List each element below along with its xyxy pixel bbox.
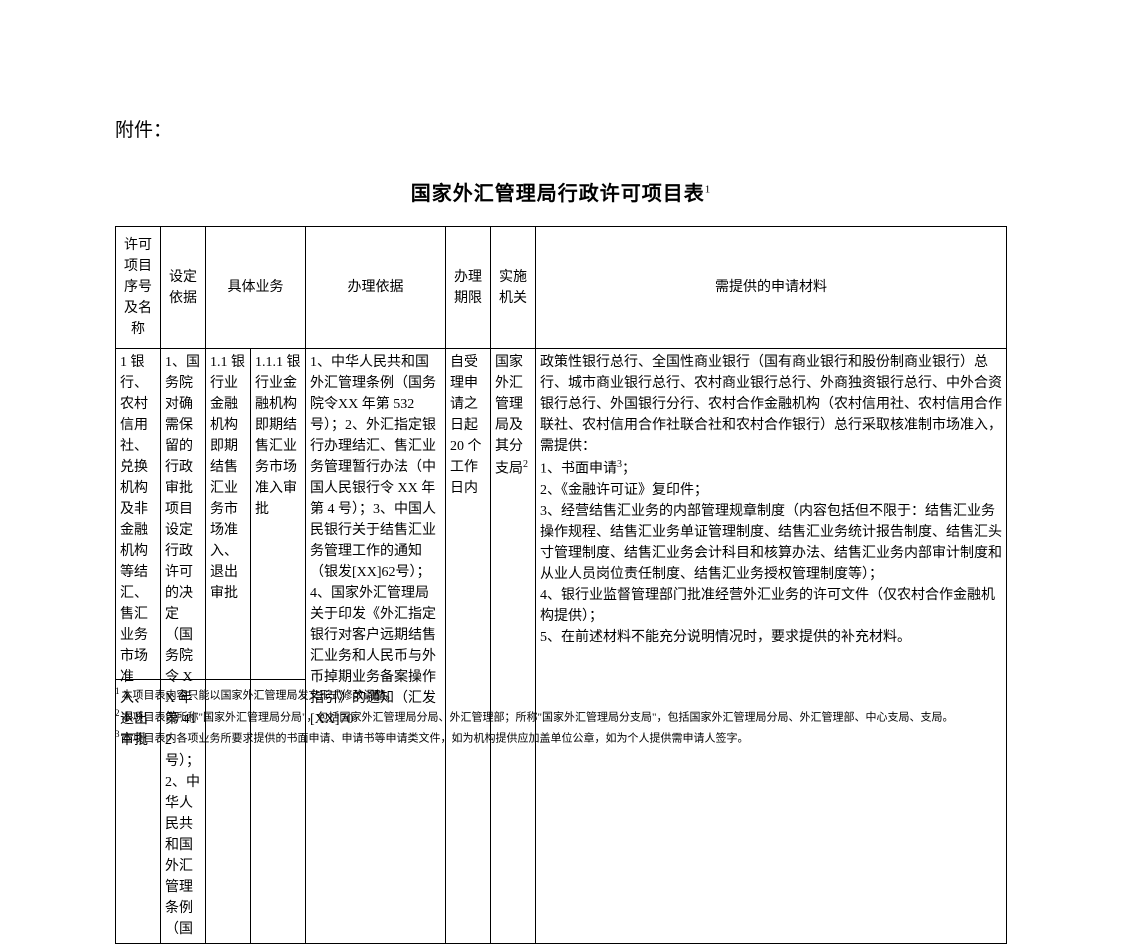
header-materials: 需提供的申请材料 — [536, 227, 1007, 349]
cell-agency-text: 国家外汇管理局及其分支局 — [495, 355, 523, 477]
footnotes-section: 1本项目表内容只能以国家外汇管理局发文形式修改调整。 2本项目表内所称"国家外汇… — [115, 679, 1007, 748]
header-basis: 设定依据 — [161, 227, 206, 349]
cell-agency-content: 国家外汇管理局及其分支局2 — [495, 352, 531, 940]
cell-seq: 1 银行、农村信用社、兑换机构及非金融机构等结汇、售汇业务市场准入、退出审批 — [116, 349, 161, 944]
materials-item-1: 1、书面申请3； — [540, 457, 1002, 480]
materials-item-2: 2、《金融许可证》复印件； — [540, 480, 1002, 501]
table-header-row: 许可项目序号及名称 设定依据 具体业务 办理依据 办理期限 实施机关 需提供的申… — [116, 227, 1007, 349]
footnote-2-text: 本项目表内所称"国家外汇管理局分局"，包括国家外汇管理局分局、外汇管理部；所称"… — [122, 711, 954, 723]
footnote-2: 2本项目表内所称"国家外汇管理局分局"，包括国家外汇管理局分局、外汇管理部；所称… — [115, 706, 1007, 727]
footnote-2-mark: 2 — [115, 708, 120, 718]
attachment-label: 附件： — [115, 115, 1007, 142]
materials-item-1-pre: 1、书面申请 — [540, 462, 617, 477]
cell-agency-footnote-mark: 2 — [523, 459, 528, 470]
cell-basis: 1、国务院对确需保留的行政审批项目设定行政许可的决定（国务院令 XX 年第 41… — [161, 349, 206, 944]
cell-deadline: 自受理申请之日起 20 个工作日内 — [446, 349, 491, 944]
title-footnote-mark: 1 — [705, 183, 712, 195]
materials-item-4: 4、银行业监督管理部门批准经营外汇业务的许可文件（仅农村合作金融机构提供）； — [540, 585, 1002, 627]
header-seq: 许可项目序号及名称 — [116, 227, 161, 349]
cell-seq-text: 1 银行、农村信用社、兑换机构及非金融机构等结汇、售汇业务市场准入、退出审批 — [120, 352, 156, 940]
cell-biz-b: 1.1.1 银行业金融机构即期结售汇业务市场准入审批 — [251, 349, 306, 944]
page-content: 附件： 国家外汇管理局行政许可项目表1 许可项目序号及名称 设定依据 具体业务 … — [115, 115, 1007, 944]
cell-materials-content: 政策性银行总行、全国性商业银行（国有商业银行和股份制商业银行）总行、城市商业银行… — [540, 352, 1002, 940]
cell-agency: 国家外汇管理局及其分支局2 — [491, 349, 536, 944]
materials-intro: 政策性银行总行、全国性商业银行（国有商业银行和股份制商业银行）总行、城市商业银行… — [540, 352, 1002, 457]
cell-handle-basis: 1、中华人民共和国外汇管理条例（国务院令XX 年第 532 号）；2、外汇指定银… — [306, 349, 446, 944]
header-agency: 实施机关 — [491, 227, 536, 349]
header-handle-basis: 办理依据 — [306, 227, 446, 349]
table-row: 1 银行、农村信用社、兑换机构及非金融机构等结汇、售汇业务市场准入、退出审批 1… — [116, 349, 1007, 944]
footnote-1-text: 本项目表内容只能以国家外汇管理局发文形式修改调整。 — [122, 690, 397, 702]
cell-materials: 政策性银行总行、全国性商业银行（国有商业银行和股份制商业银行）总行、城市商业银行… — [536, 349, 1007, 944]
footnote-3-mark: 3 — [115, 729, 120, 739]
header-biz: 具体业务 — [206, 227, 306, 349]
cell-biz-a: 1.1 银行业金融机构即期结售汇业务市场准入、退出审批 — [206, 349, 251, 944]
footnote-3: 3本项目表内各项业务所要求提供的书面申请、申请书等申请类文件，如为机构提供应加盖… — [115, 727, 1007, 748]
materials-item-5: 5、在前述材料不能充分说明情况时，要求提供的补充材料。 — [540, 627, 1002, 648]
footnote-3-text: 本项目表内各项业务所要求提供的书面申请、申请书等申请类文件，如为机构提供应加盖单… — [122, 732, 749, 744]
cell-biz-a-text: 1.1 银行业金融机构即期结售汇业务市场准入、退出审批 — [210, 352, 246, 940]
footnote-1-mark: 1 — [115, 686, 120, 696]
header-deadline: 办理期限 — [446, 227, 491, 349]
footnote-1: 1本项目表内容只能以国家外汇管理局发文形式修改调整。 — [115, 684, 1007, 705]
title-text: 国家外汇管理局行政许可项目表 — [411, 183, 705, 205]
document-title: 国家外汇管理局行政许可项目表1 — [115, 177, 1007, 206]
footnote-divider — [115, 679, 305, 680]
cell-handle-basis-text: 1、中华人民共和国外汇管理条例（国务院令XX 年第 532 号）；2、外汇指定银… — [310, 352, 441, 940]
permit-table: 许可项目序号及名称 设定依据 具体业务 办理依据 办理期限 实施机关 需提供的申… — [115, 226, 1007, 944]
materials-item-3: 3、经营结售汇业务的内部管理规章制度（内容包括但不限于：结售汇业务操作规程、结售… — [540, 501, 1002, 585]
materials-item-1-post: ； — [622, 462, 636, 477]
cell-basis-text: 1、国务院对确需保留的行政审批项目设定行政许可的决定（国务院令 XX 年第 41… — [165, 352, 201, 940]
cell-biz-b-text: 1.1.1 银行业金融机构即期结售汇业务市场准入审批 — [255, 352, 301, 940]
cell-deadline-text: 自受理申请之日起 20 个工作日内 — [450, 352, 486, 940]
